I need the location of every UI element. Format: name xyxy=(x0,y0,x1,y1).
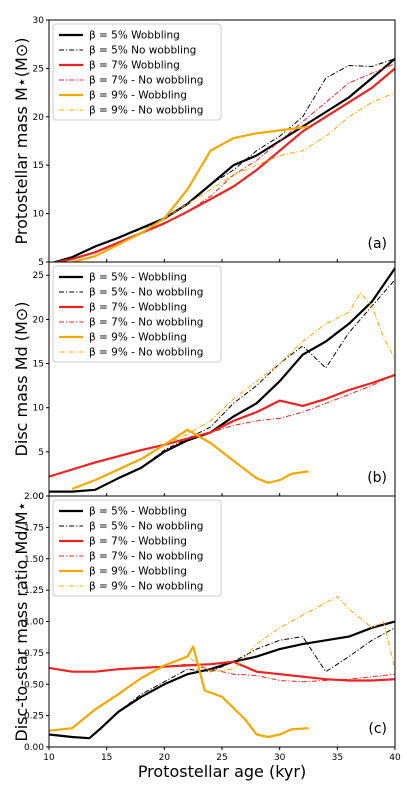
y-tick-label: 15 xyxy=(33,161,44,171)
legend-entry: β = 7% - Wobbling xyxy=(89,536,187,548)
x-tick-label: 15 xyxy=(101,753,112,763)
legend: β = 5% - Wobbling β = 5% - No wobbling β =… xyxy=(52,499,222,597)
legend-entry: β = 9% - No wobbling xyxy=(89,105,203,117)
series-line-3 xyxy=(49,373,395,478)
legend-entry: β = 9% - Wobbling xyxy=(89,90,187,102)
y-tick-label: 1.50 xyxy=(24,555,44,565)
legend-entry: β = 5% - No wobbling xyxy=(89,521,203,533)
series-line-4 xyxy=(49,663,395,683)
y-tick-label: 0.00 xyxy=(24,743,44,753)
x-tick-label: 40 xyxy=(389,753,401,763)
series-line-2 xyxy=(49,627,395,739)
legend-entry: β = 7% - No wobbling xyxy=(89,317,203,329)
series-line-5 xyxy=(71,428,309,490)
legend-entry: β = 9% - Wobbling xyxy=(89,332,187,344)
series-group xyxy=(51,57,395,262)
y-tick-label: 2.00 xyxy=(24,492,44,502)
panel-label: (c) xyxy=(368,721,387,737)
x-tick-label: 35 xyxy=(332,753,343,763)
panel-3: 0.00 0.25 0.50 0.75 1.00 1.25 1.50 1.75 2.00 10 15… xyxy=(12,492,401,781)
y-tick-label: 1.25 xyxy=(24,586,44,596)
series-line-3 xyxy=(52,67,395,262)
y-tick-label: 20 xyxy=(33,113,45,123)
legend-box xyxy=(52,265,222,363)
y-tick-label: 25 xyxy=(33,271,44,281)
y-tick-label: 0.75 xyxy=(24,649,44,659)
legend: β = 5% - Wobbling β = 5% - No wobbling β =… xyxy=(52,265,222,363)
series-line-4 xyxy=(49,373,395,478)
y-tick-label: 1.75 xyxy=(24,523,44,533)
legend-box xyxy=(52,23,222,121)
series-line-2 xyxy=(53,58,395,262)
x-tick-label: 25 xyxy=(216,753,227,763)
panel-label: (b) xyxy=(367,470,387,486)
y-tick-label: 5 xyxy=(38,448,44,458)
y-tick-label: 0 xyxy=(38,492,44,502)
y-tick-label: 0.25 xyxy=(24,712,44,722)
legend: β = 5% Wobbling β = 5% No wobbling β = 7% … xyxy=(52,23,222,121)
x-axis-label: Protostellar age (kyr) xyxy=(138,762,306,781)
series-line-2 xyxy=(49,279,395,493)
y-tick-label: 5 xyxy=(38,258,44,268)
y-tick-label: 30 xyxy=(33,16,45,26)
x-tick-label: 20 xyxy=(159,753,171,763)
series-group xyxy=(49,267,395,493)
legend-entry: β = 5% No wobbling xyxy=(89,45,196,57)
y-tick-label: 15 xyxy=(33,360,44,370)
series-line-4 xyxy=(55,63,395,262)
series-group xyxy=(49,595,395,740)
x-tick-label: 30 xyxy=(274,753,286,763)
panel-label: (a) xyxy=(367,236,387,252)
legend-entry: β = 9% - No wobbling xyxy=(89,581,203,593)
series-line-6 xyxy=(71,92,395,262)
legend-entry: β = 5% - Wobbling xyxy=(89,506,187,518)
legend-entry: β = 7% - No wobbling xyxy=(89,75,203,87)
y-tick-label: 20 xyxy=(33,315,45,325)
legend-entry: β = 7% - Wobbling xyxy=(89,302,187,314)
panel-2: 0 5 10 15 20 25 Disc mass Md (M⊙) (b) β = 5% - W… xyxy=(12,261,396,502)
y-tick-label: 0.50 xyxy=(24,680,44,690)
legend-entry: β = 5% Wobbling xyxy=(89,30,180,42)
x-tick-label: 10 xyxy=(43,753,55,763)
series-line-1 xyxy=(49,620,395,740)
y-axis-label: Disc-to-star mass ratio Md/M⋆ xyxy=(12,501,31,741)
y-tick-label: 1.00 xyxy=(24,618,44,628)
y-tick-label: 25 xyxy=(33,64,44,74)
series-line-6 xyxy=(71,292,395,490)
legend-entry: β = 5% - Wobbling xyxy=(89,272,187,284)
legend-entry: β = 7% - No wobbling xyxy=(89,551,203,563)
series-line-6 xyxy=(49,595,395,732)
y-axis-label: Disc mass Md (M⊙) xyxy=(12,302,31,457)
legend-entry: β = 5% - No wobbling xyxy=(89,287,203,299)
series-line-5 xyxy=(49,645,309,739)
legend-entry: β = 7% Wobbling xyxy=(89,60,180,72)
y-tick-label: 10 xyxy=(33,210,45,220)
y-tick-label: 10 xyxy=(33,404,45,414)
legend-box xyxy=(52,499,222,597)
y-axis-label: Protostellar mass M⋆(M⊙) xyxy=(12,38,31,245)
panel-1: 5 10 15 20 25 30 Protostellar mass M⋆(M⊙) (a) β … xyxy=(12,16,396,268)
legend-entry: β = 9% - Wobbling xyxy=(89,566,187,578)
legend-entry: β = 9% - No wobbling xyxy=(89,347,203,359)
